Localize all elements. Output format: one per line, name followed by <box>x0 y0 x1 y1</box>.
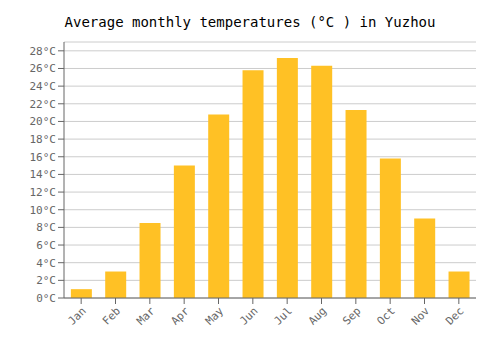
svg-text:6°C: 6°C <box>36 239 56 252</box>
svg-text:Apr: Apr <box>169 304 193 328</box>
svg-text:Nov: Nov <box>409 304 433 328</box>
svg-text:Mar: Mar <box>134 304 158 328</box>
svg-text:Feb: Feb <box>100 304 123 327</box>
svg-text:Aug: Aug <box>306 304 329 327</box>
svg-text:Jun: Jun <box>237 304 260 327</box>
svg-text:12°C: 12°C <box>30 186 57 199</box>
svg-text:16°C: 16°C <box>30 151 57 164</box>
svg-text:Jan: Jan <box>66 304 89 327</box>
svg-text:20°C: 20°C <box>30 115 57 128</box>
html-text:Average monthly temperatures (: Average monthly temperatures (°C ) in Yu… <box>64 14 436 30</box>
svg-text:8°C: 8°C <box>36 221 56 234</box>
svg-text:Jul: Jul <box>272 304 295 327</box>
svg-text:Dec: Dec <box>443 304 466 327</box>
svg-text:28°C: 28°C <box>30 45 57 58</box>
svg-text:26°C: 26°C <box>30 62 57 75</box>
svg-text:4°C: 4°C <box>36 257 56 270</box>
svg-text:22°C: 22°C <box>30 98 57 111</box>
svg-text:0°C: 0°C <box>36 292 56 305</box>
svg-text:2°C: 2°C <box>36 274 56 287</box>
svg-text:14°C: 14°C <box>30 168 57 181</box>
svg-text:18°C: 18°C <box>30 133 57 146</box>
svg-text:24°C: 24°C <box>30 80 57 93</box>
svg-text:Oct: Oct <box>375 304 398 327</box>
svg-text:10°C: 10°C <box>30 204 57 217</box>
svg-text:May: May <box>203 304 227 328</box>
svg-text:Sep: Sep <box>340 304 363 327</box>
